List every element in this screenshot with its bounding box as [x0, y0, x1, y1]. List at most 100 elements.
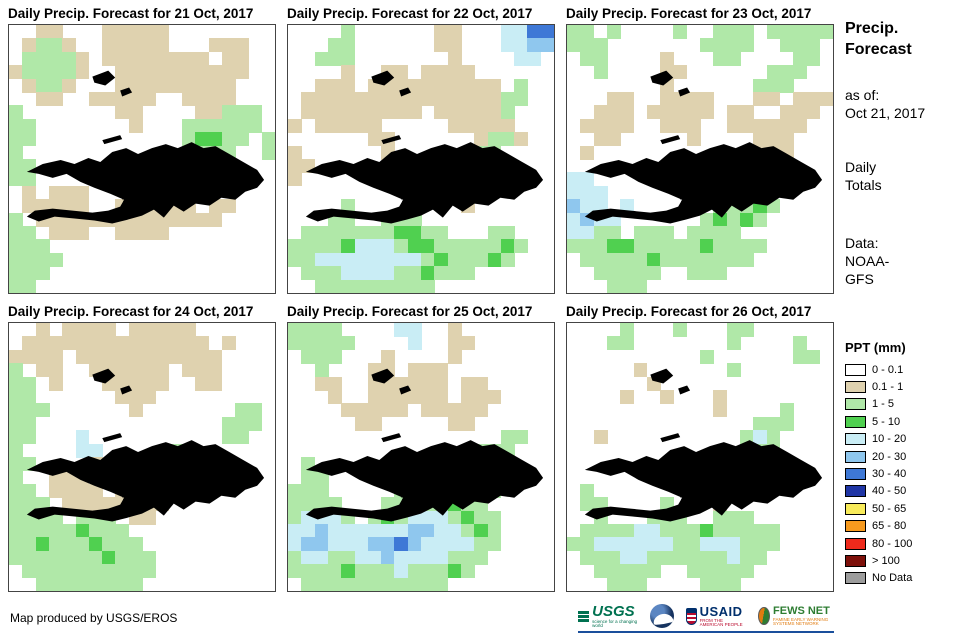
precip-cell [88, 349, 103, 364]
precip-cell [354, 564, 369, 579]
as-of-block: as of: Oct 21, 2017 [845, 86, 965, 122]
precip-cell [421, 577, 435, 591]
precip-cell [142, 226, 156, 241]
precip-cell [447, 537, 462, 552]
precip-cell [288, 323, 302, 338]
precip-cell [208, 105, 223, 120]
precip-cell [434, 497, 449, 512]
precip-cell [381, 212, 396, 227]
precip-cell [713, 212, 728, 227]
precip-cell [753, 145, 768, 160]
precip-cell [22, 390, 37, 405]
precip-cell [142, 336, 156, 351]
precip-cell [75, 524, 90, 539]
precip-cell [753, 212, 768, 227]
precip-cell [327, 336, 342, 351]
precip-cell [288, 483, 302, 498]
precip-cell [354, 92, 369, 107]
precip-cell [181, 65, 196, 80]
precip-cell [155, 363, 170, 378]
precip-cell [142, 510, 156, 525]
precip-cell [35, 403, 50, 418]
precip-map-25oct [287, 322, 555, 592]
precip-cell [753, 416, 768, 431]
precip-cell [460, 199, 475, 214]
precip-cell [514, 25, 529, 40]
legend-entry: 20 - 30 [845, 448, 965, 465]
precip-cell [633, 226, 648, 241]
precip-cell [766, 65, 781, 80]
precip-cell [195, 212, 210, 227]
precip-cell [9, 403, 23, 418]
precip-cell [9, 118, 23, 133]
precip-cell [195, 92, 210, 107]
precip-cell [487, 483, 502, 498]
precip-cell [646, 550, 661, 565]
precip-cell [301, 564, 316, 579]
precip-cell [195, 51, 210, 66]
precip-cell [460, 564, 475, 579]
precip-cell [128, 390, 143, 405]
precip-cell [235, 132, 250, 147]
precip-cell [381, 266, 396, 281]
precip-cell [620, 564, 635, 579]
precip-cell [514, 38, 529, 53]
precip-cell [181, 78, 196, 93]
precip-cell [208, 132, 223, 147]
precip-cell [248, 105, 263, 120]
precip-cell [314, 376, 329, 391]
legend-swatch [845, 554, 866, 567]
precip-cell [208, 363, 223, 378]
precip-cell [9, 470, 23, 485]
precip-cell [314, 51, 329, 66]
precip-cell [48, 212, 63, 227]
precip-cell [394, 376, 409, 391]
precip-cell [9, 497, 23, 512]
legend: PPT (mm) 0 - 0.1 0.1 - 1 1 - 5 5 - 10 10 - 2… [845, 340, 965, 587]
precip-cell [394, 524, 409, 539]
precip-cell [354, 524, 369, 539]
precip-cell [381, 105, 396, 120]
precip-cell [646, 226, 661, 241]
precip-cell [367, 132, 382, 147]
precip-cell [88, 577, 103, 591]
precip-cell [487, 443, 502, 458]
precip-cell [128, 199, 143, 214]
precip-cell [580, 118, 595, 133]
precip-cell [660, 51, 675, 66]
precip-cell [447, 564, 462, 579]
precip-cell [128, 105, 143, 120]
precip-cell [660, 497, 675, 512]
precip-cell [102, 510, 117, 525]
precip-cell [288, 145, 302, 160]
precip-cell [766, 524, 781, 539]
legend-swatch [845, 485, 866, 498]
precip-cell [327, 226, 342, 241]
precip-cell [793, 65, 808, 80]
precip-cell [327, 279, 342, 293]
precip-cell [195, 336, 210, 351]
precip-cell [35, 78, 50, 93]
precip-cell [580, 25, 595, 40]
precip-cell [500, 226, 515, 241]
precip-cell [726, 25, 741, 40]
precip-cell [593, 239, 608, 254]
precip-cell [35, 564, 50, 579]
precip-cell [606, 266, 621, 281]
precip-cell [660, 65, 675, 80]
precip-cell [700, 564, 714, 579]
precip-cell [48, 537, 63, 552]
precip-cell [208, 376, 223, 391]
precip-cell [354, 537, 369, 552]
precip-cell [62, 323, 77, 338]
precip-cell [22, 483, 37, 498]
fewsnet-logo: FEWS NET FAMINE EARLY WARNING SYSTEMS NE… [758, 605, 834, 627]
precip-cell [686, 524, 701, 539]
precip-cell [88, 537, 103, 552]
precip-cell [35, 252, 50, 267]
precip-cell [115, 577, 130, 591]
precip-cell [421, 65, 435, 80]
precip-cell [421, 78, 435, 93]
precip-cell [447, 403, 462, 418]
legend-entry: 5 - 10 [845, 413, 965, 430]
